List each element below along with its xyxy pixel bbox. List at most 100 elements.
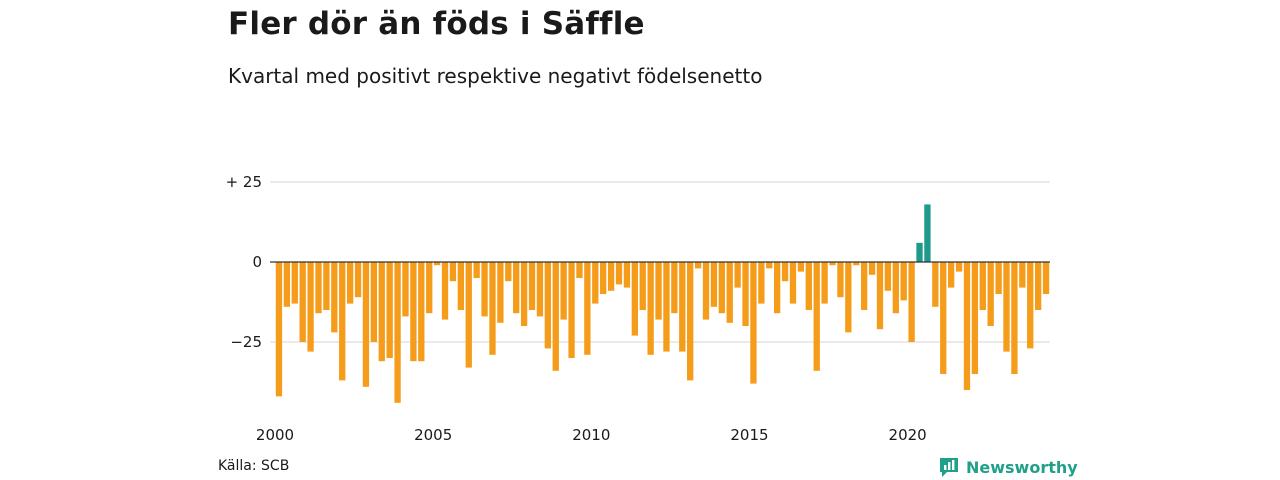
bar — [1011, 262, 1018, 374]
bar — [639, 262, 646, 310]
bar — [868, 262, 876, 275]
bar — [995, 262, 1002, 294]
bar — [418, 262, 425, 362]
bar — [702, 262, 710, 320]
newsworthy-logo-icon — [940, 458, 958, 477]
bar — [718, 262, 725, 314]
bar — [829, 262, 836, 266]
bar — [1027, 262, 1034, 349]
bar — [552, 262, 559, 371]
x-axis: 2000 2005 2010 2015 2020 — [256, 426, 927, 444]
bar — [853, 262, 860, 266]
bar — [607, 262, 615, 291]
bar — [861, 262, 868, 310]
bar — [694, 262, 702, 269]
bar — [971, 262, 979, 374]
bar — [687, 262, 694, 381]
bar — [1019, 262, 1026, 288]
bar — [299, 262, 306, 342]
x-tick-label: 2020 — [889, 426, 927, 444]
bar — [394, 262, 401, 403]
chart-title: Fler dör än föds i Säffle — [228, 6, 645, 42]
bar — [576, 262, 583, 278]
bar — [426, 262, 433, 314]
bar — [331, 262, 338, 333]
brand-logo: Newsworthy — [938, 456, 1078, 478]
bar — [892, 262, 899, 314]
bar — [283, 262, 291, 307]
bar — [275, 262, 283, 397]
bar — [402, 262, 409, 317]
x-tick-label: 2000 — [256, 426, 294, 444]
y-tick-label: + 25 — [226, 173, 262, 191]
bar — [560, 262, 567, 320]
source-note: Källa: SCB — [218, 458, 290, 474]
bar — [655, 262, 662, 320]
bar — [845, 262, 852, 333]
bar — [679, 262, 686, 352]
bar — [473, 262, 480, 278]
bar — [354, 262, 362, 298]
y-tick-label: 0 — [252, 253, 262, 271]
bar — [947, 262, 955, 288]
bar — [805, 262, 812, 310]
bar — [386, 262, 393, 358]
bar — [520, 262, 528, 326]
bar — [307, 262, 314, 352]
bar — [615, 262, 623, 285]
bar — [481, 262, 488, 317]
bar — [339, 262, 346, 381]
bar — [362, 262, 370, 387]
bar — [441, 262, 449, 320]
bar — [916, 242, 923, 262]
bar — [1003, 262, 1010, 352]
x-tick-label: 2005 — [414, 426, 452, 444]
bar — [963, 262, 971, 390]
bar — [647, 262, 654, 355]
bar — [497, 262, 504, 323]
bar — [600, 262, 607, 294]
bar — [900, 262, 907, 301]
x-tick-label: 2015 — [730, 426, 768, 444]
bar — [449, 262, 457, 282]
bar — [505, 262, 512, 282]
bar — [758, 262, 765, 304]
bar — [766, 262, 773, 269]
bar — [940, 262, 947, 374]
bar — [584, 262, 591, 355]
bar — [726, 262, 733, 323]
bar — [457, 262, 464, 310]
bar — [774, 262, 781, 314]
bar — [734, 262, 741, 288]
bar — [528, 262, 536, 310]
bar — [710, 262, 718, 307]
bar — [346, 262, 354, 304]
bar — [291, 262, 298, 304]
bar — [370, 262, 378, 342]
bar — [568, 262, 575, 358]
bar — [908, 262, 915, 342]
x-tick-label: 2010 — [572, 426, 610, 444]
bar — [536, 262, 544, 317]
bar — [433, 262, 441, 266]
bar — [837, 262, 844, 298]
bar — [884, 262, 892, 291]
brand-name: Newsworthy — [966, 457, 1078, 477]
bar — [544, 262, 551, 349]
y-tick-label: −25 — [230, 333, 262, 351]
bar — [623, 262, 631, 288]
y-axis: + 25 0 −25 — [226, 173, 262, 351]
bar — [663, 262, 670, 352]
bars — [270, 204, 1050, 403]
bar — [789, 262, 797, 304]
bar — [323, 262, 330, 310]
bar — [315, 262, 322, 314]
bar — [513, 262, 520, 314]
bar — [979, 262, 986, 310]
bar — [742, 262, 749, 326]
bar — [821, 262, 828, 304]
bar — [631, 262, 638, 336]
bar — [410, 262, 417, 362]
bar — [750, 262, 757, 384]
